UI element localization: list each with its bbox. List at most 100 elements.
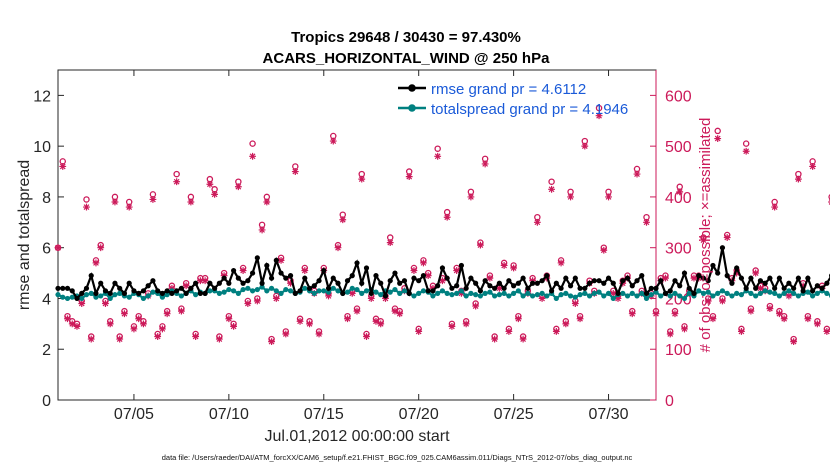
assimilated-obs-marker	[325, 292, 332, 300]
totalspread-point	[515, 288, 521, 294]
rmse-point	[800, 288, 806, 294]
assimilated-obs-marker	[163, 310, 171, 318]
rmse-point	[216, 280, 222, 286]
assimilated-obs-marker	[182, 282, 190, 290]
assimilated-obs-marker	[59, 163, 67, 170]
rmse-point	[136, 290, 142, 296]
rmse-point	[530, 280, 536, 286]
totalspread-point	[530, 293, 536, 299]
rmse-point	[278, 270, 284, 276]
assimilated-obs-marker	[64, 315, 71, 323]
x-tick-label: 07/05	[114, 406, 154, 423]
totalspread-point	[193, 292, 199, 298]
y-right-tick-label: 500	[665, 139, 692, 156]
totalspread-point	[696, 288, 702, 294]
x-tick-label: 07/30	[589, 406, 629, 423]
assimilated-obs-marker	[628, 310, 636, 318]
rmse-point	[387, 278, 393, 284]
rmse-point	[79, 290, 85, 296]
rmse-point	[743, 285, 749, 291]
assimilated-obs-marker	[448, 322, 456, 330]
assimilated-obs-marker	[177, 307, 185, 315]
assimilated-obs-marker	[775, 310, 783, 318]
rmse-point	[245, 278, 251, 284]
rmse-point	[197, 290, 203, 296]
assimilated-obs-marker	[97, 244, 105, 252]
rmse-point	[126, 280, 132, 286]
assimilated-obs-marker	[268, 338, 275, 346]
totalspread-point	[416, 290, 422, 296]
totalspread-point	[520, 293, 526, 299]
assimilated-obs-marker	[548, 185, 555, 193]
totalspread-point	[145, 293, 151, 299]
assimilated-obs-marker	[562, 320, 570, 328]
assimilated-obs-marker	[538, 295, 546, 302]
totalspread-point	[501, 290, 507, 296]
rmse-point	[719, 245, 726, 251]
assimilated-obs-marker	[334, 244, 342, 252]
rmse-point	[74, 295, 80, 302]
totalspread-point	[700, 290, 707, 296]
rmse-point	[363, 265, 370, 271]
rmse-point	[715, 270, 721, 276]
rmse-point	[544, 273, 550, 279]
rmse-point	[430, 288, 436, 294]
rmse-point	[492, 285, 498, 291]
rmse-point	[596, 278, 602, 284]
totalspread-point	[553, 295, 559, 302]
assimilated-obs-marker	[196, 277, 204, 285]
rmse-point	[145, 283, 151, 289]
rmse-point	[643, 290, 650, 296]
rmse-point	[767, 275, 773, 281]
rmse-point	[496, 280, 502, 286]
assimilated-obs-marker	[453, 267, 461, 274]
assimilated-obs-marker	[557, 259, 565, 267]
metric-lines	[55, 245, 830, 302]
assimilated-obs-marker	[159, 325, 166, 333]
totalspread-point	[387, 289, 393, 295]
rmse-point	[306, 285, 313, 291]
assimilated-obs-marker	[571, 300, 579, 307]
assimilated-obs-marker	[106, 320, 114, 328]
assimilated-obs-marker	[439, 277, 446, 285]
rmse-point	[174, 288, 180, 294]
rmse-point	[667, 288, 673, 294]
assimilated-obs-marker	[794, 175, 802, 183]
assimilated-obs-marker	[377, 320, 385, 328]
rmse-point	[321, 267, 327, 274]
totalspread-point	[762, 288, 768, 294]
rmse-point	[140, 288, 147, 294]
rmse-point	[729, 280, 735, 286]
totalspread-point	[748, 290, 754, 296]
assimilated-obs-marker	[476, 241, 484, 249]
legend-rmse-marker	[408, 84, 416, 92]
totalspread-point	[249, 288, 256, 294]
rmse-point	[131, 288, 137, 294]
rmse-point	[69, 288, 75, 294]
rmse-point	[553, 280, 559, 286]
rmse-point	[624, 275, 631, 281]
totalspread-point	[468, 290, 474, 296]
totalspread-point	[677, 293, 683, 299]
rmse-point	[677, 283, 683, 289]
rmse-point	[107, 290, 113, 296]
totalspread-point	[231, 288, 237, 294]
rmse-point	[610, 280, 616, 286]
totalspread-point	[686, 290, 692, 296]
assimilated-obs-marker	[272, 295, 280, 302]
rmse-point	[734, 265, 740, 271]
assimilated-obs-marker	[92, 259, 100, 267]
assimilated-obs-marker	[742, 147, 750, 155]
assimilated-obs-marker	[206, 180, 214, 188]
chart-title-line1: Tropics 29648 / 30430 = 97.430%	[291, 29, 521, 46]
assimilated-obs-marker	[785, 292, 793, 300]
assimilated-obs-marker	[766, 305, 774, 313]
totalspread-point	[463, 293, 469, 299]
y-right-tick-label: 600	[665, 88, 692, 105]
rmse-point	[373, 273, 379, 279]
totalspread-point	[791, 290, 797, 296]
totalspread-point	[563, 290, 569, 296]
possible-obs-marker	[714, 127, 721, 135]
totalspread-point	[738, 292, 745, 298]
y-right-tick-label: 100	[665, 342, 692, 359]
